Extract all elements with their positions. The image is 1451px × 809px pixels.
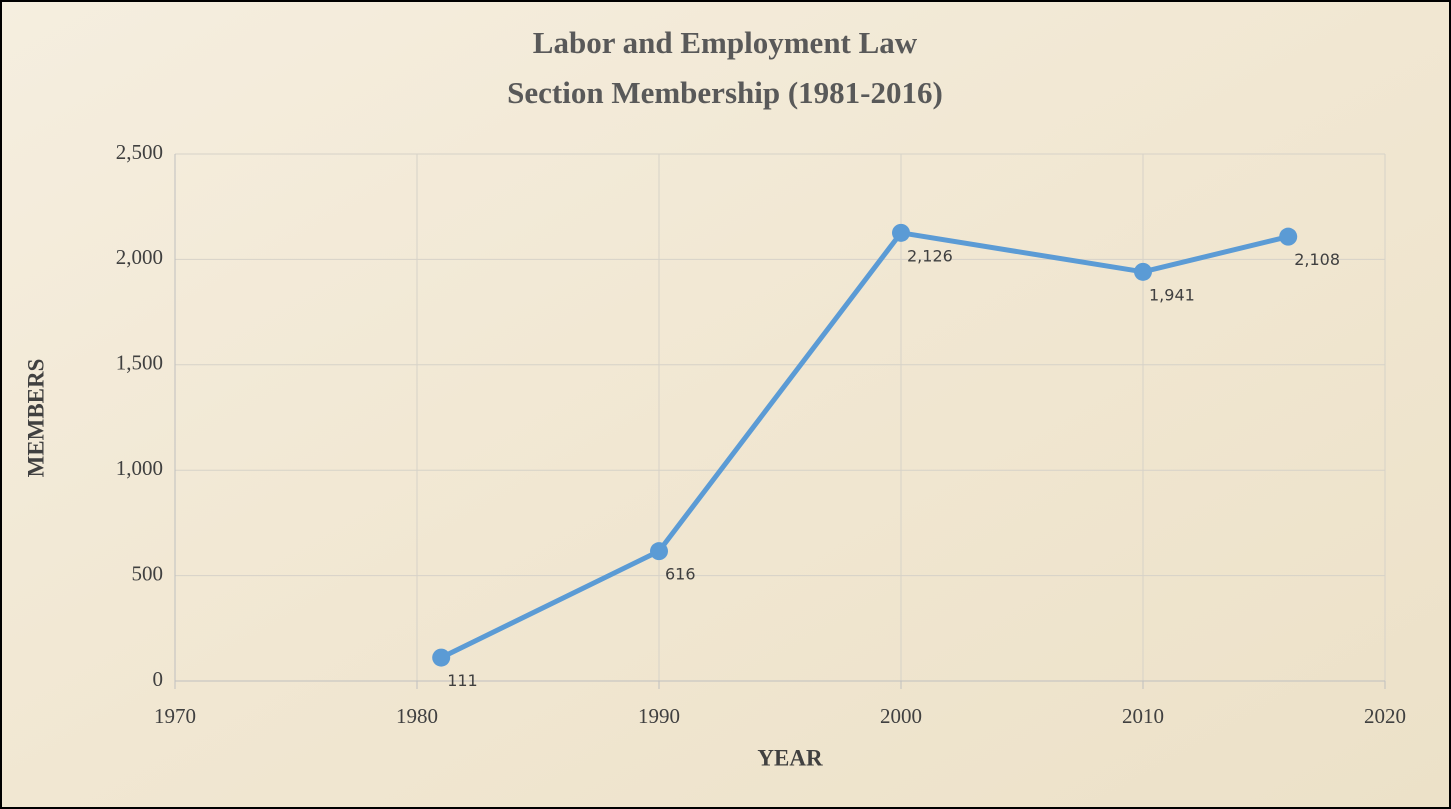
chart-title: Labor and Employment Law bbox=[533, 25, 918, 60]
chart-subtitle: Section Membership (1981-2016) bbox=[507, 75, 943, 110]
data-label: 2,108 bbox=[1294, 250, 1340, 269]
data-point bbox=[432, 648, 451, 667]
data-point bbox=[650, 542, 668, 561]
y-tick-label: 1,500 bbox=[116, 351, 163, 375]
x-tick-label: 2020 bbox=[1364, 704, 1406, 728]
x-tick-label: 1980 bbox=[396, 704, 438, 728]
data-label: 616 bbox=[665, 565, 696, 584]
y-tick-label: 500 bbox=[132, 561, 164, 585]
data-label: 2,126 bbox=[907, 246, 953, 265]
y-tick-label: 0 bbox=[153, 667, 164, 691]
data-point bbox=[1279, 227, 1298, 246]
x-tick-label: 1970 bbox=[154, 704, 196, 728]
y-tick-label: 2,000 bbox=[116, 245, 163, 269]
data-label: 1,941 bbox=[1149, 285, 1195, 304]
data-label: 111 bbox=[447, 671, 478, 690]
y-axis-title: MEMBERS bbox=[23, 359, 48, 478]
y-tick-label: 2,500 bbox=[116, 140, 163, 164]
y-tick-label: 1,000 bbox=[116, 456, 163, 480]
x-tick-label: 2000 bbox=[880, 704, 922, 728]
x-tick-label: 2010 bbox=[1122, 704, 1164, 728]
plot-area: 0 500 1,000 1,500 2,000 2,500 1970 1980 1990 2000… bbox=[116, 140, 1406, 728]
x-axis-title: YEAR bbox=[757, 745, 823, 770]
data-point bbox=[892, 223, 910, 242]
data-point bbox=[1134, 262, 1152, 281]
x-tick-label: 1990 bbox=[638, 704, 680, 728]
